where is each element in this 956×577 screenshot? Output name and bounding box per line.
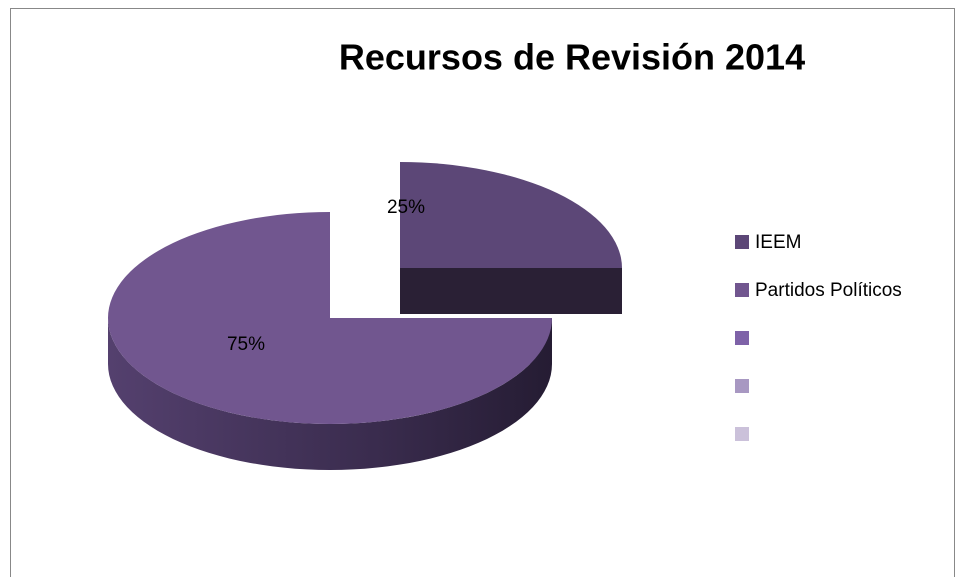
legend-swatch	[735, 379, 749, 393]
slice-wall	[400, 268, 622, 314]
legend-swatch	[735, 331, 749, 345]
data-label: 25%	[387, 197, 425, 218]
legend-swatch	[735, 283, 749, 297]
legend-label: IEEM	[755, 232, 801, 253]
legend-swatch	[735, 235, 749, 249]
chart-title: Recursos de Revisión 2014	[339, 37, 805, 78]
legend-swatch	[735, 427, 749, 441]
legend-label: Partidos Políticos	[755, 280, 902, 301]
slice	[108, 212, 552, 424]
data-label: 75%	[227, 334, 265, 355]
slice-side	[108, 318, 552, 470]
slice	[400, 162, 622, 268]
